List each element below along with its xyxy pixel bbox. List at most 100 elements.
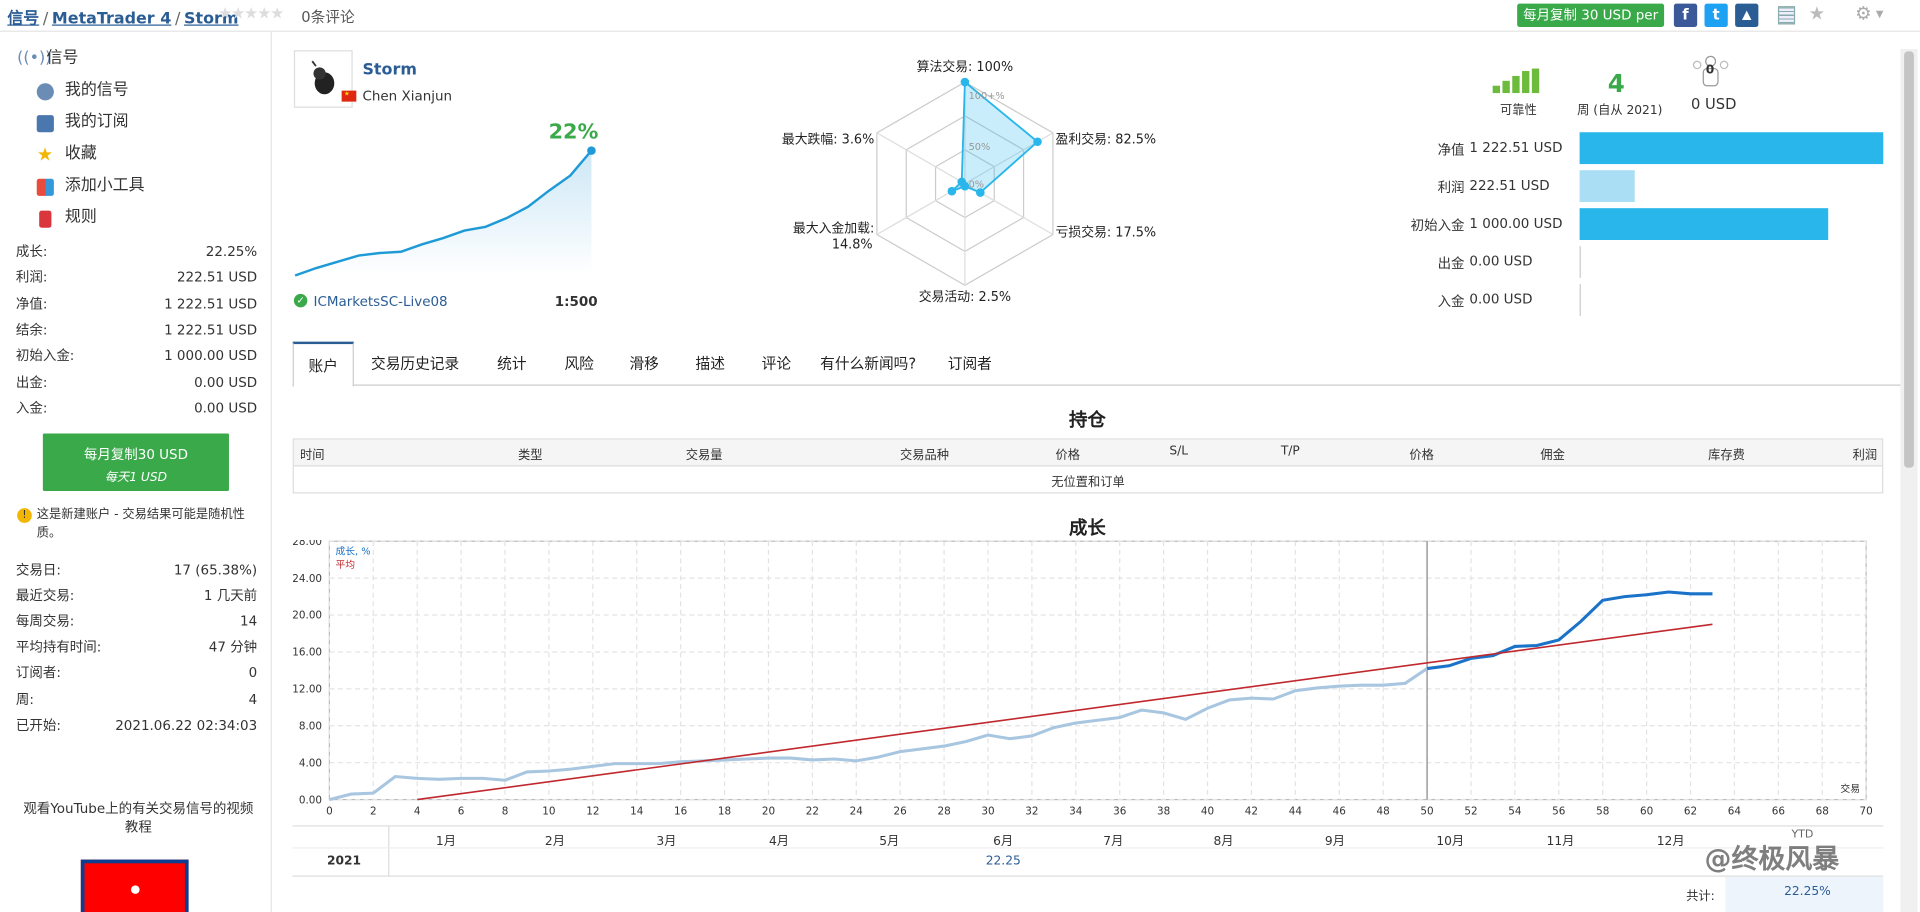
breadcrumb-signals[interactable]: 信号 (7, 9, 40, 29)
chevron-down-icon[interactable]: ▼ (1875, 8, 1884, 20)
scrollbar[interactable] (1900, 48, 1918, 912)
stat-label: 入金: (15, 400, 48, 417)
radar-point (957, 177, 967, 187)
x-tick-label: 6 (458, 805, 465, 817)
mini-growth-chart (294, 146, 596, 277)
x-tick-label: 30 (981, 805, 994, 817)
stat-row: 交易日: 17 (65.38%) (16, 558, 257, 582)
x-tick-label: 50 (1420, 805, 1433, 817)
stat-label: 利润: (15, 269, 48, 286)
balance-bar (1579, 132, 1884, 165)
weeks-label: 周 (自从 2021) (1577, 104, 1663, 118)
radar-chart: 100+% 50% 0% 算法交易: 100% 盈利交易: 82.5% 亏损交易: 17.… (782, 59, 1157, 305)
breadcrumb-mt4[interactable]: MetaTrader 4 (51, 9, 172, 29)
positions-title: 持仓 (1068, 408, 1106, 432)
x-tick-label: 56 (1552, 805, 1565, 817)
radar-label: 交易活动: 2.5% (919, 289, 1011, 305)
balance-value: 1 222.51 USD (1469, 139, 1563, 156)
yearly-table: 1月 2月 3月 4月 5月 6月 7月 8月 9月 10月 11月 12月 2021 22.25 Y… (292, 825, 1884, 912)
subscribers-icon: 0 (1690, 54, 1732, 91)
tab-7[interactable]: 有什么新闻吗? (820, 355, 917, 373)
radar-tick-mid: 50% (969, 142, 991, 153)
x-tick-label: 48 (1377, 805, 1390, 817)
youtube-tutorial-link[interactable]: 观看YouTube上的有关交易信号的视频教程 (23, 800, 254, 836)
month-label: 1月 (435, 835, 456, 849)
twitter-icon[interactable]: t (1704, 3, 1728, 27)
gear-icon[interactable]: ⚙ (1855, 2, 1872, 25)
x-tick-label: 66 (1772, 805, 1785, 817)
y-tick-label: 0.00 (299, 794, 322, 806)
scrollbar-thumb[interactable] (1904, 51, 1914, 468)
stat-row: 出金: 0.00 USD (16, 370, 257, 394)
stat-label: 周: (15, 691, 34, 708)
rating-stars[interactable]: ★★★★★ (217, 4, 284, 24)
balance-bar (1579, 284, 1581, 316)
mini-growth-endpoint (587, 146, 596, 155)
mini-growth-area (295, 150, 592, 276)
my-signal-icon (36, 83, 54, 101)
average-line (417, 623, 1713, 801)
radar-label: 最大跌幅: 3.6% (782, 131, 874, 147)
reviews-count[interactable]: 0条评论 (301, 8, 355, 26)
copy-monthly-button[interactable]: 每月复制30 USD 每天1 USD (42, 433, 229, 492)
x-tick-label: 14 (630, 805, 644, 817)
stat-value: 0 (248, 665, 258, 682)
china-flag-icon: ★ (341, 90, 357, 102)
x-tick-label: 20 (762, 805, 775, 817)
y-tick-label: 16.00 (293, 647, 322, 659)
legend-growth: 成长, % (336, 546, 371, 558)
server-name[interactable]: ICMarketsSC-Live08 (313, 293, 448, 310)
balance-value: 0.00 USD (1469, 253, 1533, 270)
mini-growth-line (294, 149, 593, 277)
balance-value: 222.51 USD (1469, 177, 1550, 194)
table-header: 利润 (1852, 449, 1878, 463)
warning-icon: ! (17, 508, 32, 523)
copy-subscription-button[interactable]: 每月复制 30 USD per (1517, 3, 1665, 27)
stat-value: 1 几天前 (203, 587, 258, 604)
graduation-cap-icon[interactable]: ▲ (1735, 3, 1759, 27)
tab-0[interactable]: 账户 (292, 341, 354, 387)
stat-value: 22.25% (205, 243, 258, 260)
tab-5[interactable]: 描述 (695, 355, 725, 373)
tab-1[interactable]: 交易历史记录 (371, 355, 460, 373)
author-name[interactable]: Chen Xianjun (362, 88, 453, 105)
x-tick-label: 68 (1816, 805, 1829, 817)
x-tick-label: 58 (1596, 805, 1609, 817)
subscription-icon (36, 115, 54, 133)
favorite-star-icon[interactable]: ★ (1808, 2, 1826, 25)
x-tick-label: 46 (1333, 805, 1346, 817)
youtube-play-icon[interactable] (80, 859, 189, 912)
stat-row: 结余: 1 222.51 USD (16, 318, 257, 342)
x-tick-label: 32 (1025, 805, 1038, 817)
balance-label: 出金 (1437, 255, 1465, 272)
watermark: @终极风暴 (1704, 844, 1840, 876)
growth-line-recent (1426, 590, 1713, 671)
y-tick-label: 28.00 (293, 540, 322, 548)
radar-label: 算法交易: 100% (917, 59, 1014, 75)
balance-label: 利润 (1437, 180, 1465, 196)
tab-2[interactable]: 统计 (497, 355, 527, 373)
tab-3[interactable]: 风险 (564, 355, 594, 373)
stat-row: 初始入金: 1 000.00 USD (16, 344, 257, 368)
stat-row: 订阅者: 0 (16, 662, 257, 686)
radar-label: 亏损交易: 17.5% (1056, 224, 1157, 240)
sidebar-item-label: 添加小工具 (64, 176, 145, 195)
tab-8[interactable]: 订阅者 (947, 355, 992, 373)
ytd-label: YTD (1791, 828, 1814, 842)
stat-value: 17 (65.38%) (173, 562, 258, 578)
signal-name[interactable]: Storm (362, 61, 417, 80)
subscribers-count: 0 (1705, 63, 1715, 78)
x-tick-label: 36 (1113, 805, 1126, 817)
facebook-icon[interactable]: f (1673, 3, 1698, 27)
growth-percentage: 22% (548, 120, 599, 145)
x-tick-label: 42 (1245, 805, 1258, 817)
verified-check-icon: ✓ (293, 293, 308, 308)
top-bar: 信号 / MetaTrader 4/Storm ★★★★★ 0条评论 每月复制 30… (0, 0, 1920, 32)
tab-6[interactable]: 评论 (761, 355, 792, 373)
breadcrumb-storm[interactable]: Storm (184, 9, 239, 29)
tab-4[interactable]: 滑移 (629, 355, 659, 373)
table-header: 价格 (1055, 449, 1081, 463)
balance-bar (1579, 170, 1635, 203)
balance-row: 净值 1 222.51 USD (1369, 132, 1884, 165)
widget-doc-icon[interactable] (1777, 6, 1796, 25)
